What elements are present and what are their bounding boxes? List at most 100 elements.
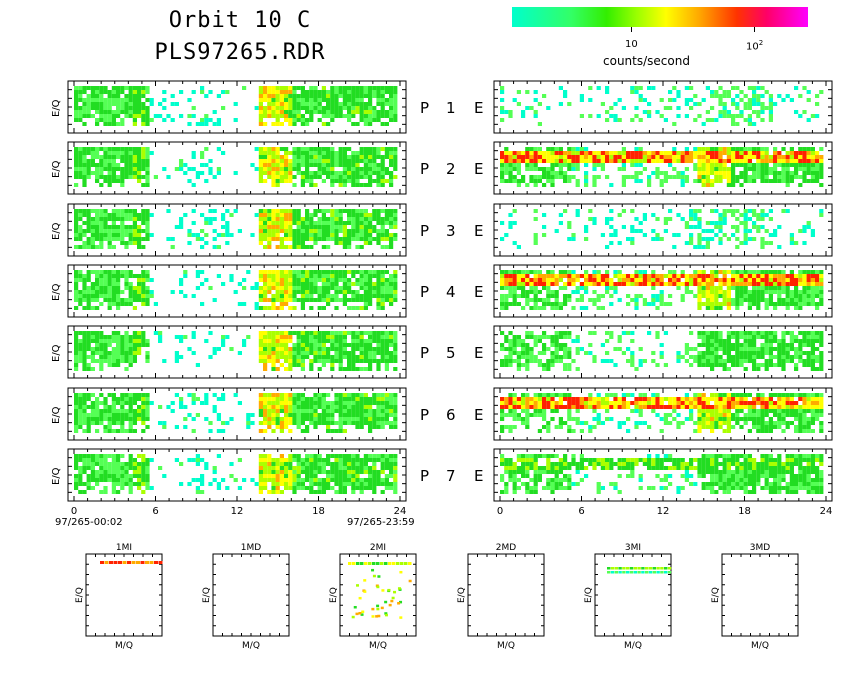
heat-cell (609, 114, 614, 118)
heat-cell (680, 151, 685, 155)
heat-cell (508, 286, 513, 290)
heat-cell (516, 151, 521, 155)
heat-cell (659, 151, 664, 155)
heat-cell (810, 167, 815, 171)
heat-cell (132, 171, 137, 175)
heat-cell (242, 343, 247, 347)
heat-cell (368, 229, 373, 233)
heat-cell (571, 359, 576, 363)
heat-cell (338, 183, 343, 187)
heat-cell (300, 86, 305, 90)
heat-cell (330, 94, 335, 98)
heat-cell (508, 159, 513, 163)
heat-cell (338, 290, 343, 294)
heat-cell (263, 347, 268, 351)
heat-cell (242, 302, 247, 306)
heat-cell (296, 171, 301, 175)
heat-cell (747, 343, 752, 347)
heat-cell (764, 241, 769, 245)
heat-cell (504, 179, 509, 183)
heat-cell (389, 233, 394, 237)
heat-cell (693, 118, 698, 122)
heat-cell (363, 282, 368, 286)
heat-cell (726, 290, 731, 294)
heat-cell (107, 237, 112, 241)
heat-cell (78, 413, 83, 417)
heat-cell (756, 167, 761, 171)
heat-cell (760, 147, 765, 151)
heat-cell (710, 274, 715, 278)
heat-cell (275, 175, 280, 179)
heat-cell (756, 270, 761, 274)
heat-cell (605, 286, 610, 290)
heat-cell (554, 335, 559, 339)
heat-cell (288, 175, 293, 179)
heat-cell (128, 363, 133, 367)
heat-cell (592, 282, 597, 286)
heat-cell (806, 270, 811, 274)
heat-cell (768, 167, 773, 171)
heat-cell (326, 331, 331, 335)
heat-cell (794, 167, 799, 171)
heat-cell (705, 245, 710, 249)
heat-cell (760, 237, 765, 241)
heat-cell (107, 122, 112, 126)
heat-cell (111, 90, 116, 94)
heat-cell (321, 343, 326, 347)
heat-cell (300, 359, 305, 363)
heat-cell (317, 286, 322, 290)
heat-cell (533, 163, 538, 167)
heat-cell (794, 286, 799, 290)
heat-cell (141, 183, 146, 187)
heat-cell (74, 359, 79, 363)
heat-cell (621, 106, 626, 110)
heat-cell (128, 147, 133, 151)
heat-cell (359, 94, 364, 98)
heat-cell (693, 274, 698, 278)
heat-cell (292, 270, 297, 274)
heat-cell (372, 229, 377, 233)
heat-cell (380, 167, 385, 171)
heat-cell (533, 233, 538, 237)
heat-cell (571, 151, 576, 155)
heat-cell (275, 270, 280, 274)
heat-cell (355, 106, 360, 110)
heat-cell (617, 278, 622, 282)
heat-cell (111, 175, 116, 179)
heat-cell (500, 359, 505, 363)
heat-cell (752, 367, 757, 371)
heat-cell (810, 331, 815, 335)
heat-cell (389, 179, 394, 183)
heat-cell (216, 94, 221, 98)
heat-cell (550, 183, 555, 187)
heat-cell (111, 213, 116, 217)
heat-cell (508, 167, 513, 171)
heat-cell (111, 355, 116, 359)
heat-cell (617, 270, 622, 274)
heat-cell (120, 106, 125, 110)
heat-cell (714, 118, 719, 122)
heat-cell (300, 363, 305, 367)
heat-cell (111, 167, 116, 171)
heat-cell (726, 151, 731, 155)
heat-cell (288, 102, 293, 106)
heat-cell (605, 110, 610, 114)
heat-cell (588, 155, 593, 159)
heat-cell (613, 102, 618, 106)
heat-cell (516, 339, 521, 343)
heat-cell (334, 163, 339, 167)
heat-cell (810, 286, 815, 290)
heat-cell (263, 98, 268, 102)
heat-cell (376, 110, 381, 114)
heat-cell (504, 306, 509, 310)
heat-cell (334, 286, 339, 290)
heat-cell (705, 221, 710, 225)
heat-cell (103, 294, 108, 298)
heat-cell (722, 94, 727, 98)
heat-cell (347, 282, 352, 286)
heat-cell (810, 298, 815, 302)
heat-cell (267, 270, 272, 274)
heat-cell (630, 351, 635, 355)
heat-cell (380, 171, 385, 175)
heat-cell (351, 237, 356, 241)
